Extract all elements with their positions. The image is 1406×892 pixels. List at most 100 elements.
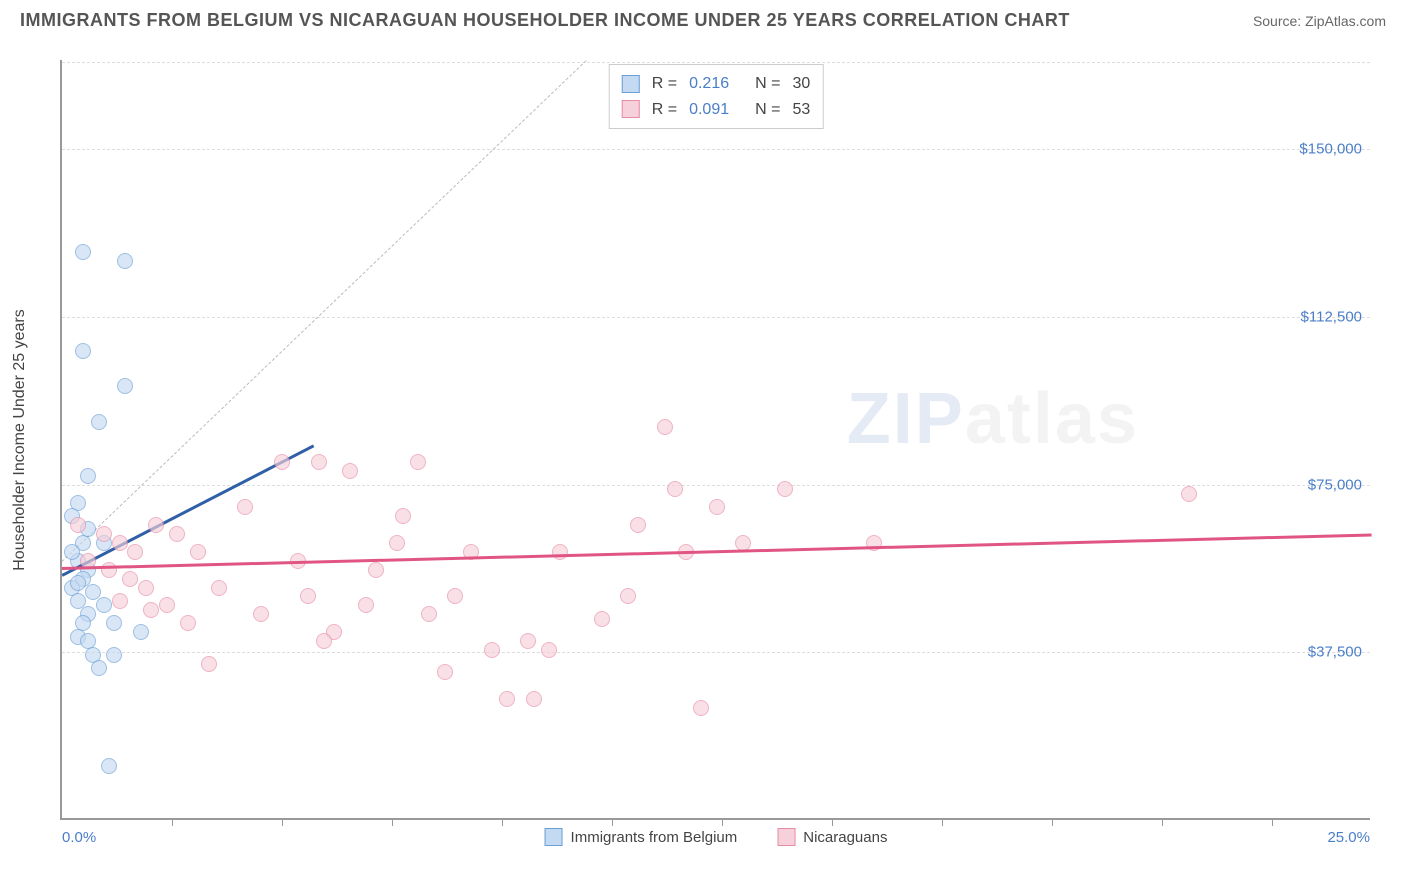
data-point [201,656,217,672]
gridline [62,652,1370,653]
data-point [667,481,683,497]
data-point [410,454,426,470]
data-point [75,343,91,359]
data-point [777,481,793,497]
y-tick-label: $150,000 [1299,141,1362,158]
legend-label: Immigrants from Belgium [571,829,738,846]
series-legend: Immigrants from Belgium Nicaraguans [545,828,888,846]
x-tick [392,818,393,826]
chart-title: IMMIGRANTS FROM BELGIUM VS NICARAGUAN HO… [20,10,1070,31]
y-tick-label: $37,500 [1308,644,1362,661]
r-value: 0.216 [689,71,729,97]
data-point [552,544,568,560]
x-tick [1052,818,1053,826]
data-point [106,615,122,631]
gridline [62,317,1370,318]
x-tick [1272,818,1273,826]
x-tick [722,818,723,826]
data-point [96,597,112,613]
data-point [133,624,149,640]
legend-row-nicaraguans: R = 0.091 N = 53 [622,97,811,123]
x-tick [282,818,283,826]
data-point [447,588,463,604]
data-point [368,562,384,578]
r-label: R = [652,97,677,123]
data-point [630,517,646,533]
legend-label: Nicaraguans [803,829,887,846]
data-point [421,606,437,622]
swatch-icon [622,75,640,93]
data-point [1181,486,1197,502]
data-point [80,468,96,484]
data-point [709,499,725,515]
data-point [148,517,164,533]
legend-item-belgium: Immigrants from Belgium [545,828,738,846]
data-point [117,378,133,394]
trend-line [62,534,1372,570]
data-point [237,499,253,515]
data-point [520,633,536,649]
gridline [62,149,1370,150]
data-point [96,526,112,542]
y-tick-label: $75,000 [1308,476,1362,493]
data-point [316,633,332,649]
x-tick [612,818,613,826]
data-point [594,611,610,627]
data-point [395,508,411,524]
data-point [499,691,515,707]
data-point [127,544,143,560]
gridline [62,62,1370,63]
data-point [75,244,91,260]
x-tick [1162,818,1163,826]
data-point [693,700,709,716]
r-label: R = [652,71,677,97]
n-label: N = [755,97,780,123]
y-tick-label: $112,500 [1301,309,1362,326]
data-point [159,597,175,613]
data-point [143,602,159,618]
chart-container: Householder Income Under 25 years ZIPatl… [50,60,1380,820]
n-label: N = [755,71,780,97]
data-point [190,544,206,560]
data-point [211,580,227,596]
data-point [484,642,500,658]
swatch-icon [545,828,563,846]
x-max-label: 25.0% [1327,829,1370,846]
data-point [101,758,117,774]
x-tick [172,818,173,826]
swatch-icon [777,828,795,846]
data-point [64,544,80,560]
data-point [541,642,557,658]
source-label: Source: ZipAtlas.com [1253,13,1386,29]
data-point [300,588,316,604]
data-point [526,691,542,707]
data-point [389,535,405,551]
data-point [342,463,358,479]
data-point [437,664,453,680]
data-point [70,575,86,591]
data-point [620,588,636,604]
x-tick [942,818,943,826]
n-value: 30 [792,71,810,97]
legend-item-nicaraguans: Nicaraguans [777,828,887,846]
r-value: 0.091 [689,97,729,123]
data-point [358,597,374,613]
scatter-plot: ZIPatlas R = 0.216 N = 30 R = 0.091 N = … [60,60,1370,820]
data-point [112,535,128,551]
data-point [70,517,86,533]
correlation-legend: R = 0.216 N = 30 R = 0.091 N = 53 [609,64,824,129]
data-point [253,606,269,622]
data-point [180,615,196,631]
reference-line [62,60,587,561]
data-point [122,571,138,587]
swatch-icon [622,100,640,118]
gridline [62,485,1370,486]
y-axis-label: Householder Income Under 25 years [11,309,29,570]
data-point [112,593,128,609]
n-value: 53 [792,97,810,123]
x-tick [832,818,833,826]
x-min-label: 0.0% [62,829,96,846]
data-point [101,562,117,578]
data-point [274,454,290,470]
data-point [138,580,154,596]
